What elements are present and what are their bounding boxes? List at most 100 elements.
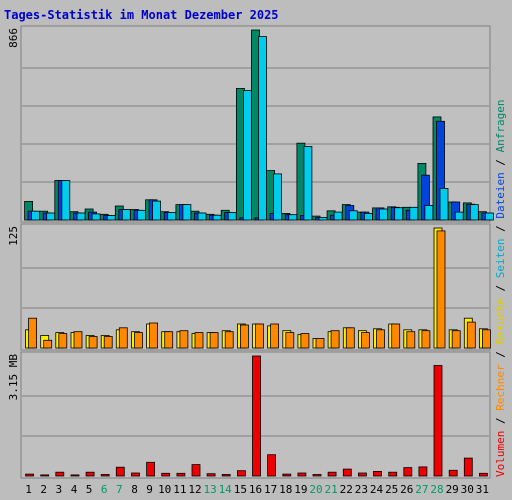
bar-volumen-day-1 — [25, 473, 35, 477]
x-tick-label-30: 30 — [461, 483, 474, 496]
x-tick-label-10: 10 — [158, 483, 171, 496]
bar-rechner-day-26 — [406, 331, 416, 349]
bar-rechner-day-25 — [391, 323, 401, 349]
bar-seiten-day-1 — [31, 210, 41, 221]
middle-panel-max-label: 125 — [7, 226, 20, 246]
bar-seiten-day-17 — [273, 173, 283, 221]
legend-separator: / — [494, 152, 507, 172]
bar-seiten-day-25 — [394, 207, 404, 221]
bar-rechner-day-23 — [360, 332, 370, 349]
x-tick-label-25: 25 — [385, 483, 398, 496]
bar-volumen-day-8 — [131, 472, 140, 477]
bar-volumen-day-14 — [221, 474, 231, 477]
legend-separator: / — [494, 278, 507, 298]
bar-seiten-day-30 — [469, 204, 479, 221]
x-tick-label-23: 23 — [355, 483, 368, 496]
bar-rechner-day-14 — [224, 331, 234, 349]
x-tick-label-29: 29 — [446, 483, 459, 496]
legend-item-rechner: Rechner — [494, 364, 507, 411]
bar-seiten-day-5 — [91, 213, 101, 221]
x-tick-label-28: 28 — [430, 483, 443, 496]
x-tick-label-1: 1 — [25, 483, 32, 496]
bar-seiten-day-16 — [258, 36, 267, 221]
panel-volume — [20, 351, 491, 479]
bar-volumen-day-31 — [478, 472, 488, 477]
bar-seiten-day-6 — [106, 215, 116, 221]
x-tick-label-5: 5 — [86, 483, 93, 496]
bar-seiten-day-18 — [288, 214, 298, 221]
bar-volumen-day-13 — [206, 473, 216, 477]
bar-rechner-day-2 — [43, 339, 53, 349]
bar-rechner-day-10 — [164, 331, 174, 349]
bar-volumen-day-30 — [463, 457, 473, 477]
bar-rechner-day-27 — [421, 330, 431, 349]
bar-volumen-day-16 — [252, 355, 261, 477]
bar-seiten-day-20 — [318, 216, 328, 221]
top-panel-max-label: 866 — [7, 28, 20, 48]
bar-seiten-day-10 — [167, 212, 177, 221]
bar-rechner-day-15 — [239, 324, 249, 349]
x-tick-label-11: 11 — [173, 483, 186, 496]
bar-rechner-day-3 — [58, 333, 68, 349]
bar-rechner-day-29 — [451, 330, 461, 349]
bar-volumen-day-22 — [342, 468, 352, 477]
legend: Volumen / Rechner / Besuche / Seiten / D… — [494, 99, 507, 477]
bar-rechner-day-24 — [376, 329, 385, 349]
x-tick-label-27: 27 — [415, 483, 428, 496]
bar-rechner-day-28 — [436, 230, 446, 349]
bar-rechner-day-18 — [285, 332, 295, 349]
x-tick-label-24: 24 — [370, 483, 384, 496]
bar-volumen-day-6 — [100, 474, 110, 477]
bar-seiten-day-14 — [227, 212, 237, 221]
bar-volumen-day-23 — [357, 472, 367, 477]
x-tick-label-3: 3 — [55, 483, 62, 496]
bar-rechner-day-13 — [209, 332, 219, 349]
legend-separator: / — [494, 219, 507, 239]
x-tick-label-17: 17 — [264, 483, 277, 496]
bar-seiten-day-27 — [424, 205, 434, 221]
bar-seiten-day-19 — [303, 146, 313, 221]
bar-volumen-day-17 — [267, 454, 277, 477]
x-tick-label-16: 16 — [249, 483, 262, 496]
bar-volumen-day-25 — [388, 471, 398, 477]
bar-seiten-day-3 — [61, 180, 71, 221]
bar-seiten-day-7 — [121, 209, 131, 221]
legend-item-anfragen: Anfragen — [494, 99, 507, 152]
legend-separator: / — [494, 411, 507, 431]
x-tick-label-6: 6 — [101, 483, 108, 496]
bar-volumen-day-19 — [297, 472, 307, 477]
bar-rechner-day-11 — [179, 330, 189, 349]
x-tick-label-7: 7 — [116, 483, 123, 496]
bar-seiten-day-8 — [137, 209, 146, 221]
bar-seiten-day-2 — [46, 212, 56, 221]
x-tick-label-9: 9 — [146, 483, 153, 496]
bar-seiten-day-23 — [363, 212, 373, 221]
bar-seiten-day-9 — [152, 200, 162, 221]
bar-volumen-day-2 — [40, 474, 50, 477]
bar-rechner-day-6 — [103, 336, 113, 349]
bar-volumen-day-20 — [312, 474, 322, 477]
bar-seiten-day-21 — [333, 211, 343, 221]
x-tick-label-21: 21 — [324, 483, 337, 496]
bar-rechner-day-17 — [270, 323, 280, 349]
legend-item-seiten: Seiten — [494, 239, 507, 279]
bar-rechner-day-16 — [255, 323, 264, 349]
bar-rechner-day-5 — [88, 336, 98, 349]
bar-volumen-day-26 — [403, 467, 413, 477]
x-tick-label-15: 15 — [234, 483, 247, 496]
bar-rechner-day-7 — [118, 327, 128, 349]
x-tick-label-26: 26 — [400, 483, 413, 496]
bar-volumen-day-15 — [236, 470, 246, 477]
bar-volumen-day-12 — [191, 464, 201, 477]
chart-title: Tages-Statistik im Monat Dezember 2025 — [4, 8, 279, 22]
bar-rechner-day-22 — [345, 327, 355, 349]
bar-rechner-day-20 — [315, 337, 325, 349]
bar-rechner-day-30 — [466, 321, 476, 349]
bar-volumen-day-21 — [327, 471, 337, 477]
bar-rechner-day-12 — [194, 332, 204, 349]
bar-volumen-day-4 — [70, 474, 80, 477]
bar-seiten-day-12 — [197, 212, 207, 221]
bar-rechner-day-4 — [73, 331, 83, 349]
bar-volumen-day-9 — [146, 461, 156, 477]
bar-volumen-day-29 — [448, 469, 458, 477]
